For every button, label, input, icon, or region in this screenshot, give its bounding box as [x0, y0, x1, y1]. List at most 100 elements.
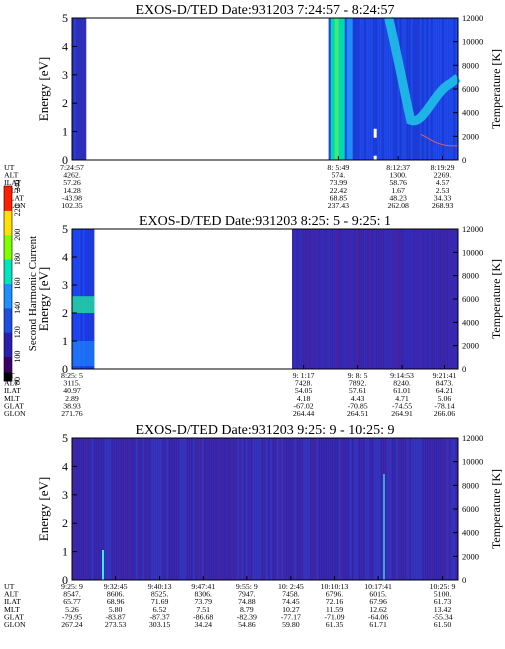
orbit-value: 34.33: [434, 193, 452, 202]
orbit-value: 8:25: 5: [61, 371, 83, 380]
streak: [160, 438, 162, 580]
panel-1: EXOS-D/TED Date:931203 7:24:57 - 8:24:57…: [4, 3, 503, 210]
streak: [359, 18, 362, 160]
streak: [429, 229, 431, 369]
streak: [400, 438, 402, 580]
streak: [413, 18, 415, 160]
colorbar-tick-label: 220: [13, 204, 22, 216]
orbit-value: -78.14: [434, 401, 454, 410]
streak: [338, 438, 341, 580]
y-right-tick-label: 6000: [462, 294, 479, 304]
orbit-value: -87.37: [150, 612, 170, 621]
streak: [393, 229, 396, 369]
streak: [377, 18, 379, 160]
high-flux-band: [72, 296, 95, 313]
streak: [351, 229, 353, 369]
streak: [169, 438, 171, 580]
orbit-value: 48.23: [389, 193, 407, 202]
flux-spike: [383, 474, 385, 580]
streak: [417, 18, 420, 160]
streak: [408, 18, 411, 160]
orbit-value: 8: 5:49: [327, 163, 349, 172]
streak: [241, 438, 244, 580]
streak: [193, 438, 195, 580]
streak: [98, 438, 100, 580]
streak: [288, 438, 290, 580]
streak: [382, 229, 384, 369]
streak: [402, 438, 405, 580]
streak: [357, 18, 359, 160]
streak: [420, 438, 422, 580]
streak: [294, 229, 296, 369]
streak: [411, 229, 413, 369]
streak: [435, 229, 438, 369]
streak: [397, 18, 400, 160]
orbit-value: 7428.: [295, 379, 313, 388]
orbit-value: -77.17: [281, 612, 301, 621]
orbit-value: -55.34: [432, 612, 452, 621]
streak: [407, 438, 409, 580]
orbit-value: 13.42: [434, 605, 452, 614]
y-tick-label: 2: [62, 516, 68, 530]
colorbar-tick-label: 80: [13, 377, 22, 385]
streak: [355, 18, 357, 160]
streak: [83, 438, 85, 580]
y-tick-label: 5: [62, 222, 68, 236]
orbit-value: 68.85: [330, 193, 348, 202]
streak: [416, 438, 418, 580]
streak: [336, 229, 338, 369]
orbit-value: 8306.: [194, 590, 212, 599]
orbit-value: 72.16: [326, 597, 344, 606]
streak: [221, 438, 224, 580]
y-right-tick-label: 6000: [462, 504, 479, 514]
streak: [422, 229, 424, 369]
streak: [426, 18, 428, 160]
streak: [314, 438, 316, 580]
orbit-value: 8473.: [436, 379, 454, 388]
orbit-value: 267.24: [61, 620, 83, 629]
data-gap: [373, 128, 377, 138]
streak: [127, 438, 129, 580]
y-tick-label: 0: [62, 362, 68, 376]
streak: [341, 438, 343, 580]
orbit-row-label: GLON: [4, 620, 26, 629]
y-axis-label: Energy [eV]: [36, 267, 51, 331]
streak: [151, 438, 153, 580]
streak: [378, 229, 380, 369]
streak: [433, 438, 435, 580]
streak: [393, 18, 395, 160]
streak: [191, 438, 193, 580]
streak: [451, 18, 453, 160]
streak: [180, 438, 182, 580]
orbit-value: -86.68: [193, 612, 213, 621]
streak: [311, 229, 314, 369]
streak: [74, 438, 76, 580]
streak: [300, 229, 303, 369]
streak: [449, 229, 451, 369]
streak: [96, 438, 98, 580]
streak: [387, 229, 389, 369]
streak: [429, 438, 431, 580]
streak: [362, 229, 365, 369]
streak: [371, 438, 374, 580]
high-flux-core: [334, 18, 339, 160]
orbit-value: 264.91: [391, 409, 413, 418]
y-right-tick-label: 2000: [462, 341, 479, 351]
y-tick-label: 1: [62, 334, 68, 348]
data-gap: [373, 155, 377, 163]
streak: [347, 438, 349, 580]
streak: [424, 438, 427, 580]
streak: [327, 229, 329, 369]
y-right-tick-label: 8000: [462, 271, 479, 281]
streak: [407, 229, 409, 369]
streak: [345, 229, 347, 369]
y-right-tick-label: 2000: [462, 551, 479, 561]
orbit-value: 266.06: [434, 409, 456, 418]
orbit-value: 4.43: [351, 394, 365, 403]
streak: [334, 438, 336, 580]
orbit-value: 303.15: [149, 620, 171, 629]
streak: [233, 438, 235, 580]
streak: [129, 438, 131, 580]
orbit-row-label: GLAT: [4, 401, 24, 410]
streak: [444, 438, 446, 580]
